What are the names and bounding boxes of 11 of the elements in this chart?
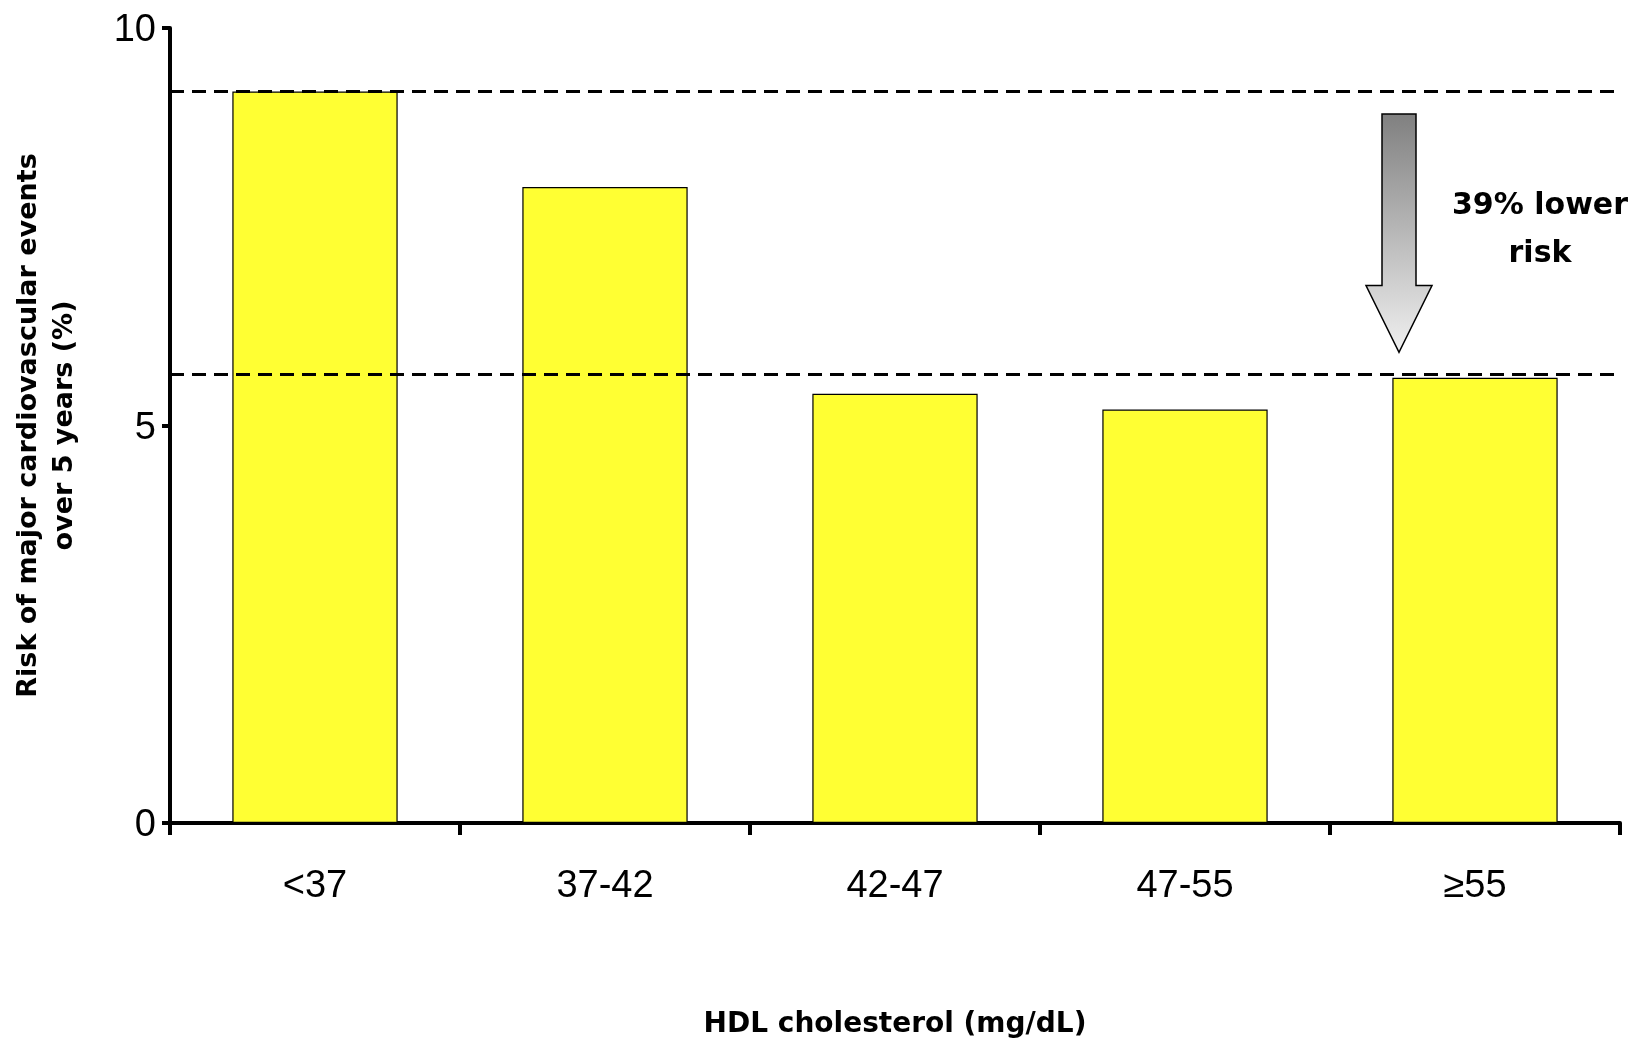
y-axis-title: Risk of major cardiovascular events over 5 years (%) [10, 153, 78, 698]
y-tick-label: 0 [134, 802, 156, 844]
x-tick-label: 42-47 [846, 863, 944, 905]
y-tick-label: 5 [134, 404, 156, 447]
y-tick-label: 10 [113, 7, 156, 49]
x-tick-label: ≥55 [1443, 863, 1507, 905]
x-tick-label: 47-55 [1136, 863, 1234, 905]
x-tick-label: 37-42 [556, 863, 654, 905]
x-tick-label: <37 [282, 863, 348, 905]
annotation: 39% lower risk [1451, 186, 1629, 270]
x-axis-title: HDL cholesterol (mg/dL) [703, 1005, 1087, 1039]
